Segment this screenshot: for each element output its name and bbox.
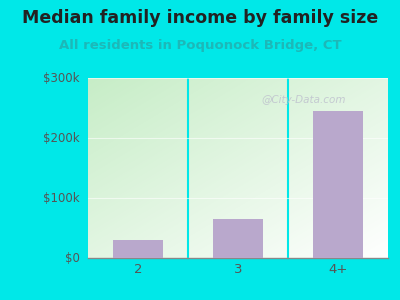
Bar	[113, 240, 163, 258]
Text: $300k: $300k	[44, 71, 80, 85]
Text: $100k: $100k	[43, 191, 80, 205]
Text: Median family income by family size: Median family income by family size	[22, 9, 378, 27]
Bar	[313, 111, 363, 258]
Bar	[213, 219, 263, 258]
Text: $0: $0	[65, 251, 80, 265]
Text: $200k: $200k	[43, 131, 80, 145]
Text: @City-Data.com: @City-Data.com	[262, 94, 346, 105]
Text: All residents in Poquonock Bridge, CT: All residents in Poquonock Bridge, CT	[59, 39, 341, 52]
